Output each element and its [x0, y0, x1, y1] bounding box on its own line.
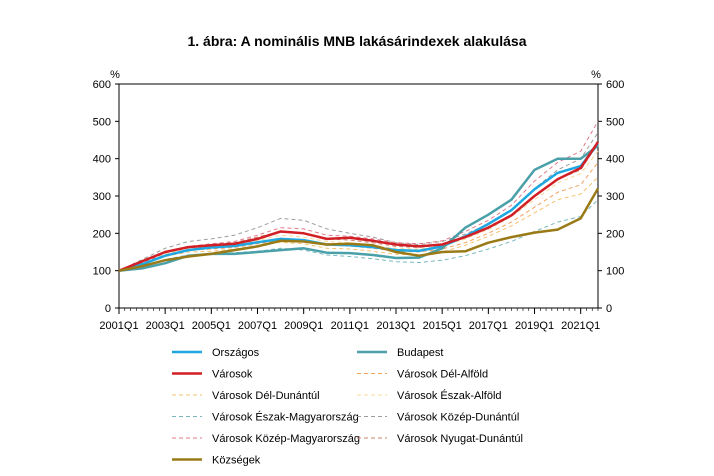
- chart-title: 1. ábra: A nominális MNB lakásárindexek …: [187, 33, 527, 49]
- legend-label-varosok-kozep-dunantul: Városok Közép-Dunántúl: [397, 412, 519, 424]
- y-tick-label-right: 0: [606, 303, 612, 315]
- y-tick-label-right: 400: [606, 154, 624, 166]
- y-unit-left: %: [110, 69, 120, 81]
- legend-label-varosok-eszak-magyarorszag: Városok Észak-Magyarország: [212, 411, 359, 424]
- series-lines: [118, 121, 600, 272]
- x-tick-label: 2009Q1: [284, 320, 323, 332]
- legend-label-varosok: Városok: [212, 369, 253, 381]
- y-tick-label-right: 300: [606, 191, 624, 203]
- x-tick-label: 2005Q1: [192, 320, 231, 332]
- series-line-varosok-nyugat-dunantul: [118, 143, 599, 272]
- x-tick-label: 2003Q1: [146, 320, 185, 332]
- x-tick-label: 2001Q1: [99, 320, 138, 332]
- x-tick-label: 2015Q1: [423, 320, 462, 332]
- series-line-budapest: [118, 144, 599, 272]
- legend: Országos Budapest Városok Városok Dél-Alföl…: [172, 347, 523, 467]
- axes: 0 0 100 100 200 200 300 300 400 400 500 500 600 600%%…: [93, 69, 625, 332]
- legend-label-varosok-del-alfold: Városok Dél-Alföld: [397, 369, 488, 381]
- y-tick-label-right: 600: [606, 79, 624, 91]
- series-line-kozsegek: [118, 187, 600, 272]
- y-tick-label-left: 200: [93, 228, 111, 240]
- x-tick-label: 2017Q1: [469, 320, 508, 332]
- series-line-varosok-eszak-magyarorszag: [118, 199, 599, 272]
- y-tick-label-right: 100: [606, 266, 624, 278]
- x-tick-label: 2021Q1: [561, 320, 600, 332]
- y-tick-label-left: 400: [93, 154, 111, 166]
- x-tick-label: 2007Q1: [238, 320, 277, 332]
- y-tick-label-left: 300: [93, 191, 111, 203]
- legend-label-varosok-kozep-magyarorszag: Városok Közép-Magyarország: [212, 433, 360, 445]
- series-line-varosok-del-dunantul: [118, 176, 599, 272]
- legend-label-varosok-del-dunantul: Városok Dél-Dunántúl: [212, 390, 320, 402]
- y-tick-label-left: 100: [93, 266, 111, 278]
- x-tick-label: 2011Q1: [331, 320, 369, 332]
- legend-label-varosok-eszak-alfold: Városok Észak-Alföld: [397, 389, 502, 402]
- legend-label-budapest: Budapest: [397, 347, 443, 359]
- y-tick-label-left: 600: [93, 79, 111, 91]
- x-tick-label: 2013Q1: [376, 320, 415, 332]
- y-tick-label-right: 500: [606, 116, 624, 128]
- y-tick-label-right: 200: [606, 228, 624, 240]
- legend-label-kozsegek: Községek: [212, 455, 261, 467]
- y-tick-label-left: 500: [93, 116, 111, 128]
- series-line-varosok: [118, 141, 600, 272]
- legend-label-varosok-nyugat-dunantul: Városok Nyugat-Dunántúl: [397, 433, 523, 445]
- series-line-orszagos: [118, 142, 599, 272]
- y-unit-right: %: [591, 69, 601, 81]
- legend-label-orszagos: Országos: [212, 347, 260, 359]
- x-tick-label: 2019Q1: [515, 320, 554, 332]
- y-tick-label-left: 0: [105, 303, 111, 315]
